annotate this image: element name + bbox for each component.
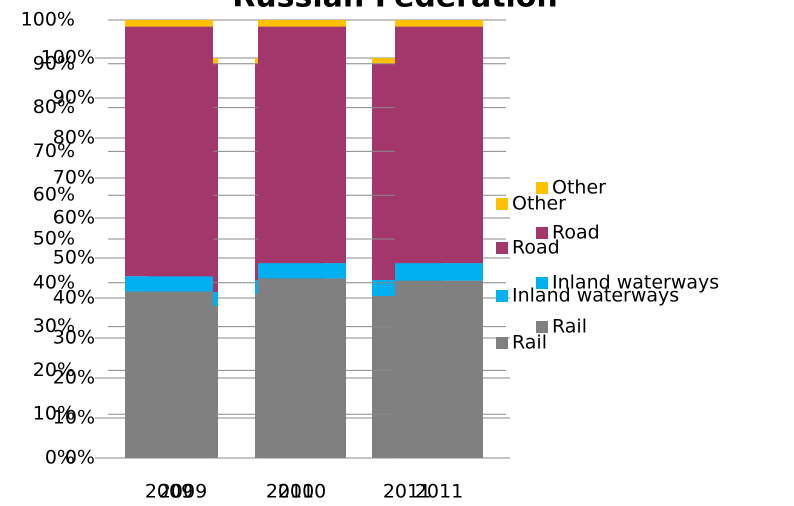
- y-tick-label: 100%: [41, 47, 95, 69]
- x-tick-label: 2010: [278, 481, 326, 503]
- bar-segment: [395, 20, 483, 27]
- bar-segment: [125, 20, 213, 27]
- x-tick-label: 2009: [145, 481, 193, 503]
- bar-segment: [125, 291, 213, 458]
- legend-swatch: [496, 290, 508, 302]
- bar-segment: [258, 278, 346, 458]
- bar-segment: [125, 26, 213, 277]
- y-tick-label: 10%: [53, 407, 95, 429]
- legend-label: Rail: [552, 316, 587, 338]
- y-tick-label: 80%: [33, 96, 75, 118]
- y-tick-label: 20%: [33, 359, 75, 381]
- legend-swatch: [536, 182, 548, 194]
- y-tick-label: 60%: [53, 207, 95, 229]
- legend-swatch: [496, 337, 508, 349]
- legend-swatch: [536, 277, 548, 289]
- y-tick-label: 50%: [53, 247, 95, 269]
- legend-label: Road: [552, 222, 600, 244]
- y-tick-label: 60%: [33, 184, 75, 206]
- bar-segment: [258, 26, 346, 264]
- y-tick-label: 30%: [53, 327, 95, 349]
- legend-label: Other: [512, 193, 566, 215]
- legend-label: Inland waterways: [552, 272, 719, 294]
- y-tick-label: 100%: [21, 9, 75, 31]
- bar-segment: [395, 280, 483, 458]
- y-tick-label: 40%: [33, 271, 75, 293]
- bar-segment: [395, 263, 483, 281]
- x-tick-label: 2009: [159, 481, 207, 503]
- y-tick-label: 40%: [53, 287, 95, 309]
- y-tick-label: 20%: [53, 367, 95, 389]
- legend-swatch: [536, 321, 548, 333]
- bar-segment: [258, 20, 346, 27]
- chart-title: Russian Federation: [232, 0, 558, 15]
- legend-swatch: [496, 242, 508, 254]
- y-tick-label: 90%: [33, 52, 75, 74]
- x-tick-label: 2011: [383, 481, 431, 503]
- bar-segment: [395, 26, 483, 264]
- y-tick-label: 0%: [65, 447, 95, 469]
- legend-swatch: [536, 227, 548, 239]
- y-tick-label: 70%: [33, 140, 75, 162]
- y-tick-label: 70%: [53, 167, 95, 189]
- legend-label: Rail: [512, 332, 547, 354]
- y-tick-label: 30%: [33, 315, 75, 337]
- legend-label: Inland waterways: [512, 285, 679, 307]
- bar-segment: [125, 276, 213, 292]
- y-tick-label: 90%: [53, 87, 95, 109]
- x-tick-label: 2011: [415, 481, 463, 503]
- y-tick-label: 10%: [33, 403, 75, 425]
- legend-label: Other: [552, 177, 606, 199]
- bar-segment: [258, 263, 346, 279]
- y-tick-label: 50%: [33, 228, 75, 250]
- legend-label: Road: [512, 237, 560, 259]
- y-tick-label: 80%: [53, 127, 95, 149]
- y-tick-label: 0%: [45, 447, 75, 469]
- x-tick-label: 2010: [266, 481, 314, 503]
- legend-swatch: [496, 198, 508, 210]
